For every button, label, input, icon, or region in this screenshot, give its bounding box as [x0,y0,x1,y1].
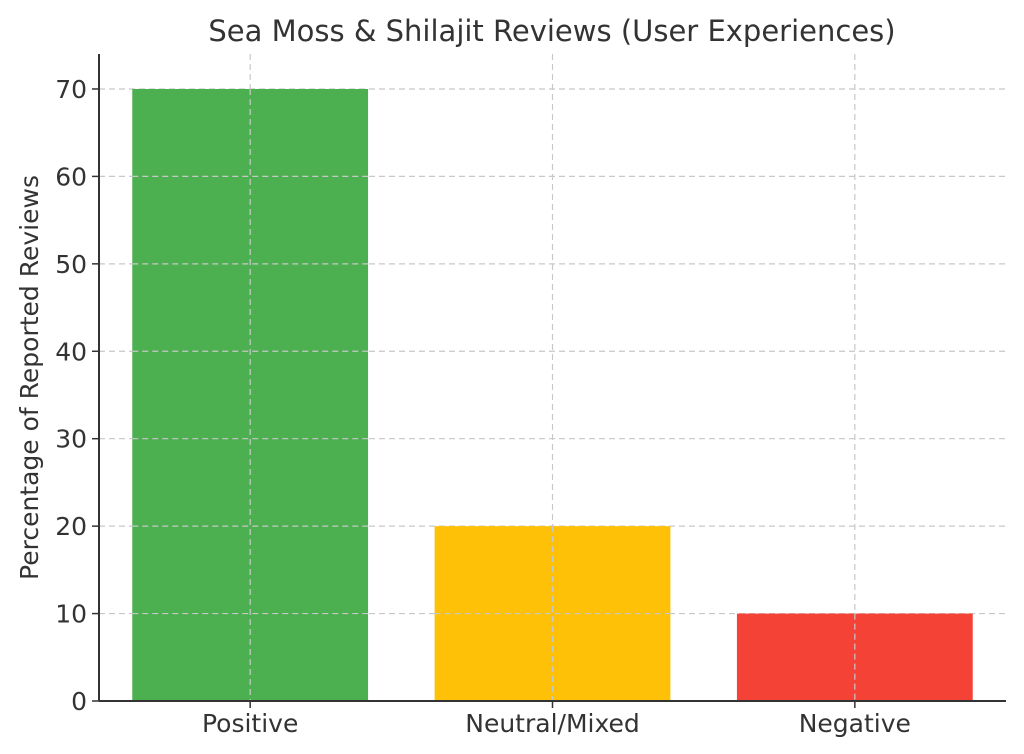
y-tick-label: 30 [55,425,87,454]
y-tick-label: 40 [55,337,87,366]
y-tick-label: 20 [55,512,87,541]
y-ticks: 0 10 20 30 40 50 60 70 [55,75,99,716]
x-tick-label: Positive [202,709,298,738]
chart-title: Sea Moss & Shilajit Reviews (User Experi… [208,14,895,48]
y-tick-label: 50 [55,250,87,279]
x-tick-label: Negative [799,709,911,738]
y-tick-label: 0 [71,687,87,716]
y-axis-label: Percentage of Reported Reviews [15,175,44,580]
y-tick-label: 10 [55,600,87,629]
x-tick-label: Neutral/Mixed [465,709,640,738]
y-tick-label: 70 [55,75,87,104]
bars [132,88,973,702]
y-tick-label: 60 [55,162,87,191]
x-ticks: Positive Neutral/Mixed Negative [202,701,911,738]
